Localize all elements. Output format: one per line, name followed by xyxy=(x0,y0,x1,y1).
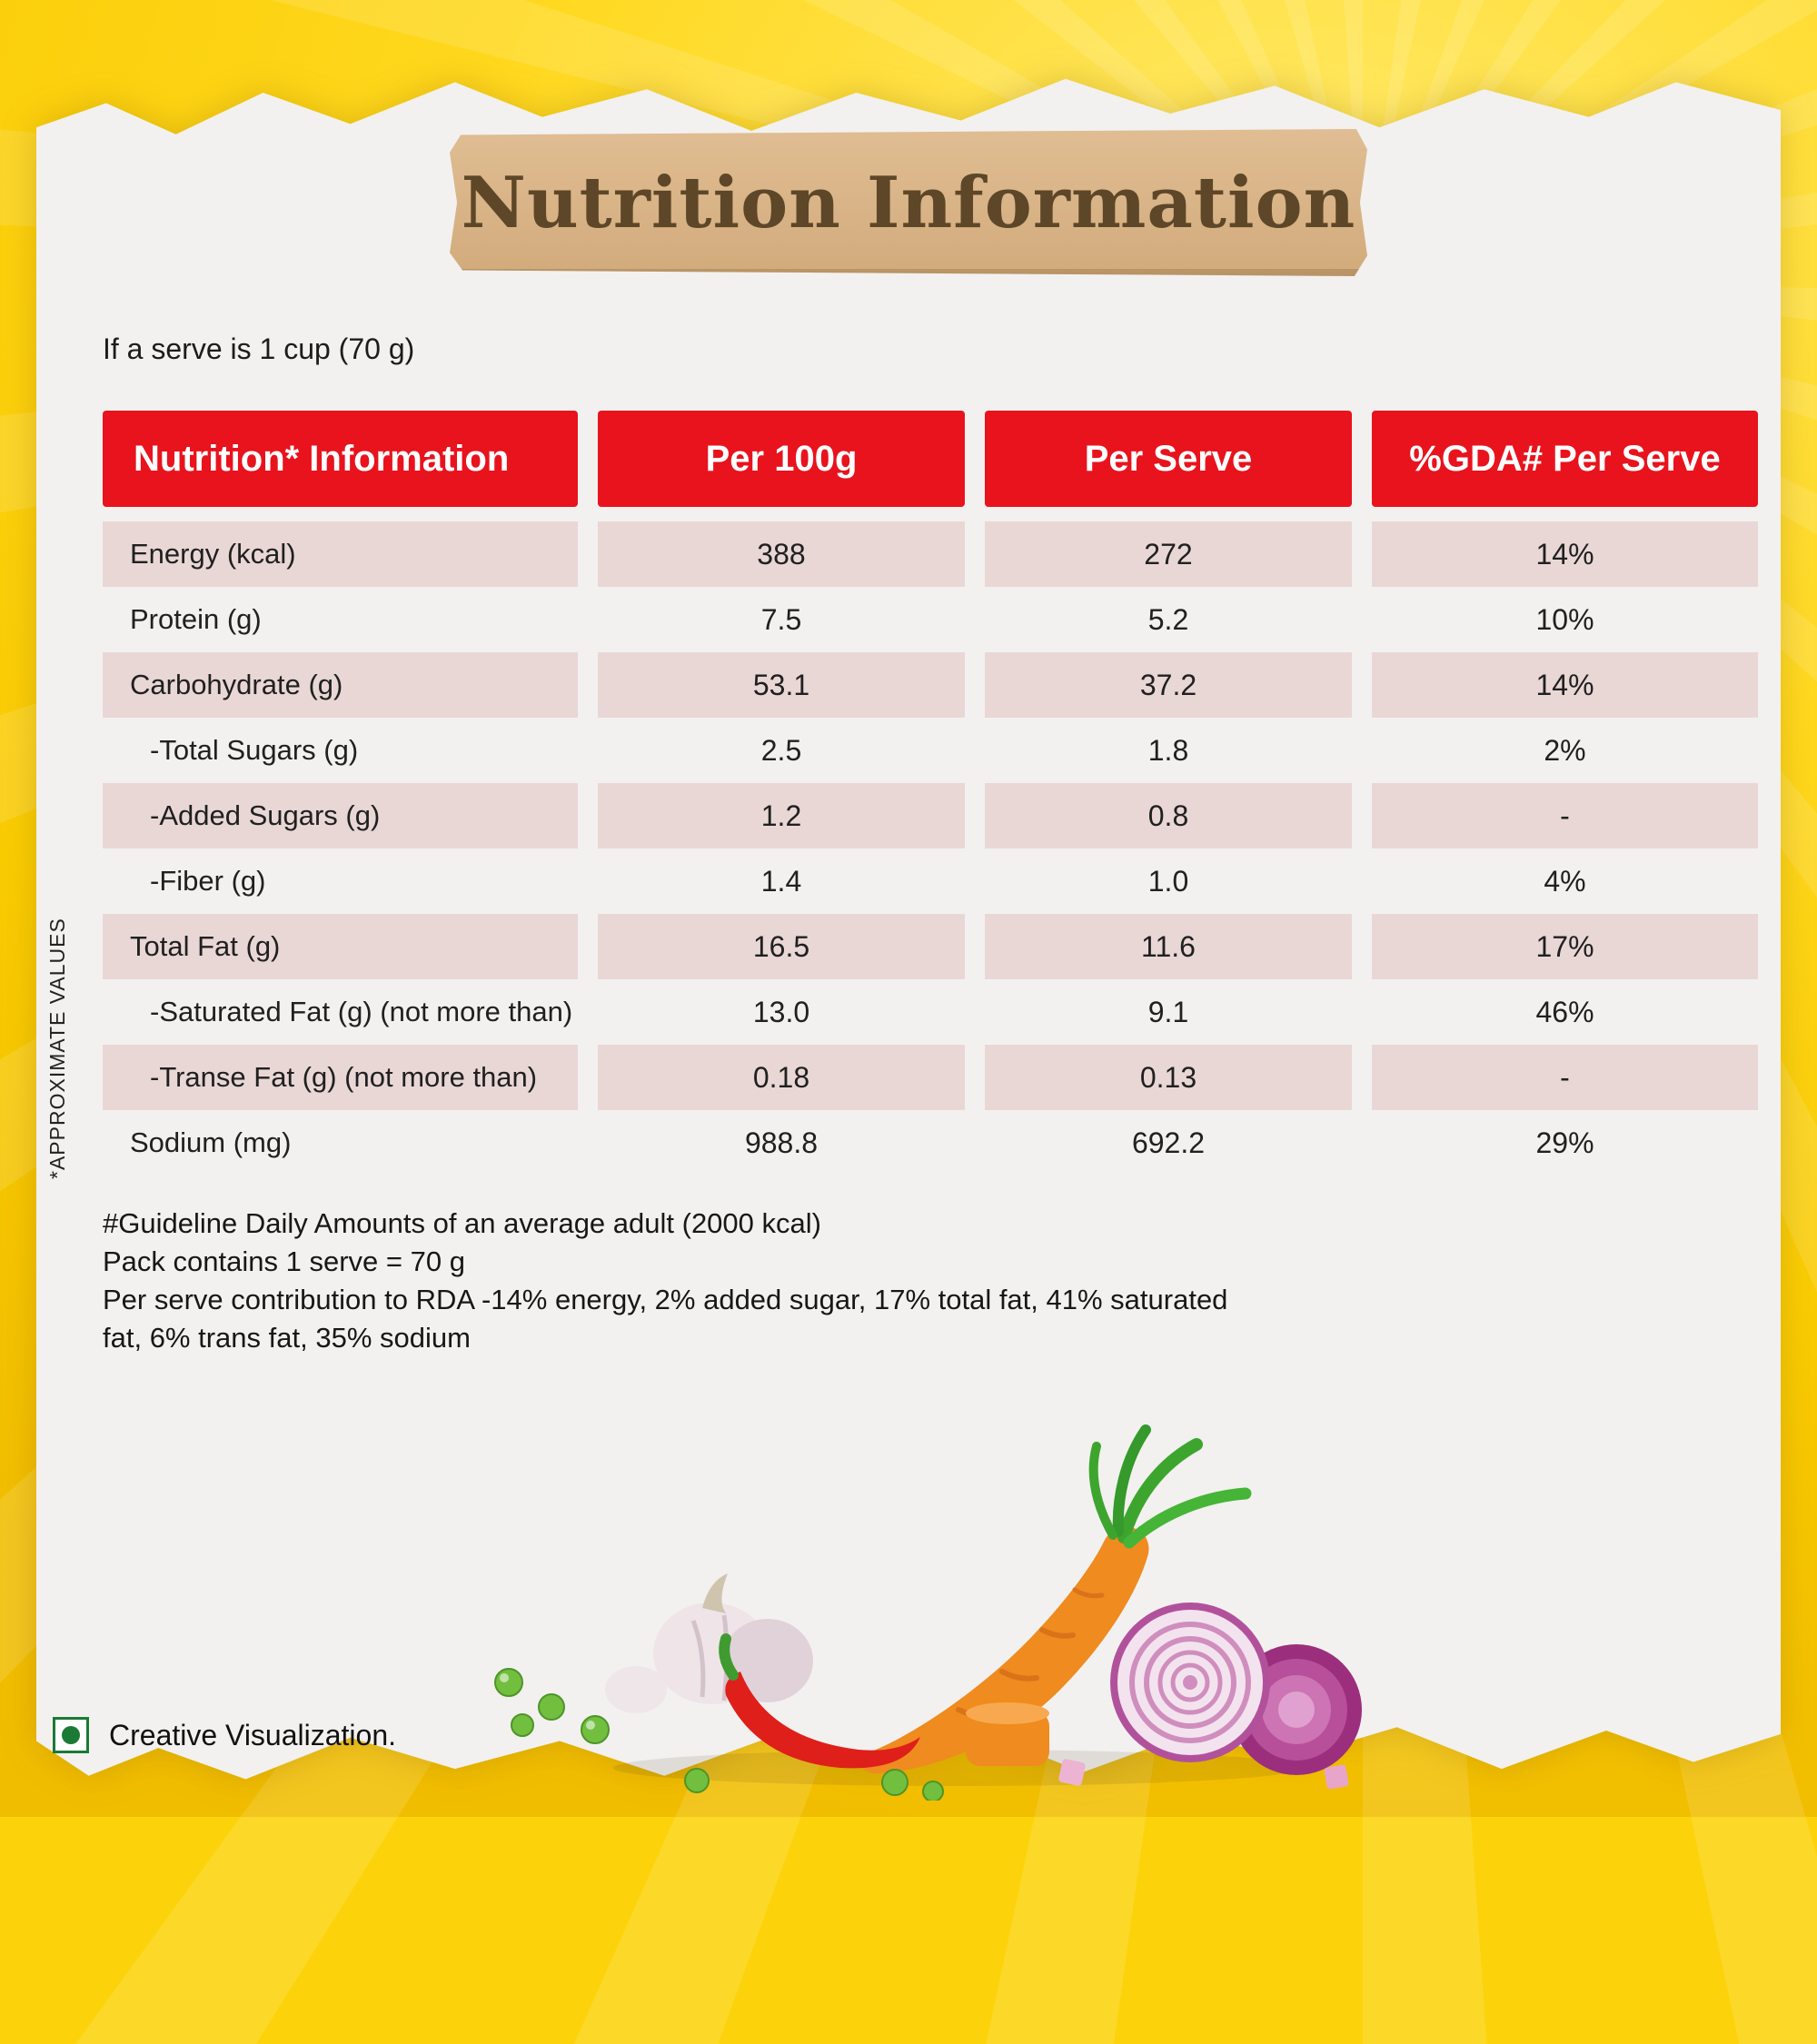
row-per-serve: 11.6 xyxy=(985,914,1352,979)
vegetables-illustration xyxy=(494,1424,1362,1801)
veg-dot-icon xyxy=(62,1726,80,1744)
table-row: Sodium (mg) 988.8 692.2 29% xyxy=(103,1110,1758,1176)
row-gda-per-serve: 10% xyxy=(1535,602,1594,636)
footnote-line: fat, 6% trans fat, 35% sodium xyxy=(103,1322,471,1354)
peas-icon xyxy=(494,1668,944,1801)
footer: Creative Visualization. xyxy=(53,1717,396,1753)
row-gda-per-serve: 14% xyxy=(1372,652,1758,718)
header-per-100g: Per 100g xyxy=(598,411,965,507)
garlic-icon xyxy=(605,1573,813,1713)
row-per-serve: 272 xyxy=(985,521,1352,587)
carrot-icon xyxy=(858,1424,1252,1774)
content-layer: Nutrition Information If a serve is 1 cu… xyxy=(45,129,1758,1801)
row-per-serve: 1.0 xyxy=(1147,864,1189,898)
row-per-serve: 0.8 xyxy=(985,783,1352,848)
row-label: -Added Sugars (g) xyxy=(103,783,578,848)
table-body: Energy (kcal) 388 272 14% Protein (g) 7.5 5.2 1… xyxy=(103,521,1758,1176)
footer-label: Creative Visualization. xyxy=(109,1718,397,1751)
row-per-serve: 37.2 xyxy=(985,652,1352,718)
row-gda-per-serve: 46% xyxy=(1535,995,1594,1028)
header-nutrition-information: Nutrition* Information xyxy=(103,411,578,507)
nutrition-table: Nutrition* Information Per 100g Per Serv… xyxy=(103,411,1758,1176)
row-per-100g: 53.1 xyxy=(598,652,965,718)
row-gda-per-serve: 2% xyxy=(1544,733,1586,767)
onion-cubes-icon xyxy=(1058,1759,1349,1790)
row-per-serve: 9.1 xyxy=(1147,995,1189,1028)
footnote-line: Pack contains 1 serve = 70 g xyxy=(103,1245,465,1277)
row-per-100g: 0.18 xyxy=(598,1045,965,1110)
table-row: Carbohydrate (g) 53.1 37.2 14% xyxy=(103,652,1758,718)
row-label: Carbohydrate (g) xyxy=(103,652,578,718)
row-gda-per-serve: 29% xyxy=(1535,1126,1594,1159)
row-per-100g: 1.4 xyxy=(760,864,802,898)
footnote-line: #Guideline Daily Amounts of an average a… xyxy=(103,1207,821,1239)
table-row: Total Fat (g) 16.5 11.6 17% xyxy=(103,914,1758,979)
row-label: Sodium (mg) xyxy=(130,1126,292,1158)
row-per-serve: 1.8 xyxy=(1147,733,1189,767)
footnote-line: Per serve contribution to RDA -14% energ… xyxy=(103,1284,1228,1315)
title-plank: Nutrition Information xyxy=(450,129,1367,276)
row-label: -Saturated Fat (g) (not more than) xyxy=(150,996,573,1027)
veg-mark-icon xyxy=(53,1717,89,1753)
row-per-100g: 988.8 xyxy=(744,1126,819,1159)
row-per-100g: 1.2 xyxy=(598,783,965,848)
header-per-serve: Per Serve xyxy=(985,411,1352,507)
row-label: Energy (kcal) xyxy=(103,521,578,587)
table-row: -Transe Fat (g) (not more than) 0.18 0.13- xyxy=(103,1045,1758,1110)
row-label: Total Fat (g) xyxy=(103,914,578,979)
table-row: -Total Sugars (g) 2.5 1.8 2% xyxy=(103,718,1758,783)
row-per-100g: 7.5 xyxy=(760,602,802,636)
row-gda-per-serve: 14% xyxy=(1372,521,1758,587)
row-per-100g: 388 xyxy=(598,521,965,587)
row-per-serve: 692.2 xyxy=(1131,1126,1206,1159)
table-row: -Fiber (g) 1.4 1.0 4% xyxy=(103,848,1758,914)
row-per-100g: 13.0 xyxy=(752,995,810,1028)
row-per-serve: 0.13 xyxy=(985,1045,1352,1110)
header-gda-per-serve: %GDA# Per Serve xyxy=(1372,411,1758,507)
chili-icon xyxy=(719,1633,920,1769)
table-row: Energy (kcal) 388 272 14% xyxy=(103,521,1758,587)
table-header-row: Nutrition* Information Per 100g Per Serv… xyxy=(103,411,1758,507)
row-label: -Total Sugars (g) xyxy=(150,734,359,766)
row-gda-per-serve: 17% xyxy=(1372,914,1758,979)
row-label: Protein (g) xyxy=(130,603,262,635)
row-per-100g: 16.5 xyxy=(598,914,965,979)
footnotes: #Guideline Daily Amounts of an average a… xyxy=(103,1205,1227,1357)
table-row: -Added Sugars (g) 1.2 0.8- xyxy=(103,783,1758,848)
banner-title: Nutrition Information xyxy=(461,161,1356,244)
row-gda-per-serve: - xyxy=(1372,1045,1758,1110)
row-label: -Transe Fat (g) (not more than) xyxy=(103,1045,578,1110)
table-row: -Saturated Fat (g) (not more than) 13.0 9.… xyxy=(103,979,1758,1045)
onion-icon xyxy=(1110,1602,1362,1775)
row-gda-per-serve: - xyxy=(1372,783,1758,848)
row-label: -Fiber (g) xyxy=(150,865,266,897)
row-per-100g: 2.5 xyxy=(760,733,802,767)
serve-note: If a serve is 1 cup (70 g) xyxy=(103,332,415,365)
row-gda-per-serve: 4% xyxy=(1544,864,1586,898)
row-per-serve: 5.2 xyxy=(1147,602,1189,636)
table-row: Protein (g) 7.5 5.2 10% xyxy=(103,587,1758,652)
approximate-values-note: *APPROXIMATE VALUES xyxy=(45,918,69,1179)
